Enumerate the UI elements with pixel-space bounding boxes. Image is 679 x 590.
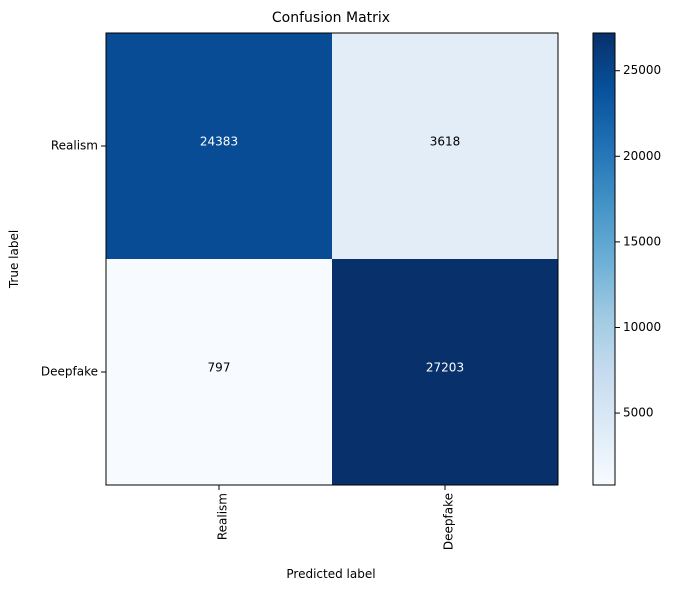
cell-value-2-2: 27203 (426, 361, 464, 375)
plot-frame (105, 32, 559, 486)
y-tick-label-2: Deepfake (41, 365, 98, 379)
x-tick-label-2: Deepfake (442, 493, 456, 550)
heatmap-cell-1-1 (106, 33, 332, 259)
colorbar-ticks: 5000 10000 15000 20000 25000 (615, 63, 661, 420)
colorbar-tick-label-5: 25000 (623, 63, 661, 77)
x-axis-label: Predicted label (286, 567, 375, 581)
colorbar-tick-label-2: 10000 (623, 320, 661, 334)
cell-value-1-1: 24383 (200, 135, 238, 149)
heatmap-cell-1-2 (332, 33, 558, 259)
chart-title: Confusion Matrix (272, 10, 390, 26)
colorbar-tick-label-1: 5000 (623, 406, 654, 420)
y-axis-label: True label (7, 230, 21, 289)
x-tick-label-1: Realism (216, 493, 230, 540)
heatmap-cell-2-2 (332, 259, 558, 485)
colorbar-tick-label-4: 20000 (623, 149, 661, 163)
x-axis-ticks: Realism Deepfake (216, 485, 456, 550)
cell-value-2-1: 797 (208, 361, 231, 375)
cell-value-1-2: 3618 (430, 135, 461, 149)
heatmap-cells (106, 33, 558, 485)
y-axis-ticks: Realism Deepfake (41, 139, 106, 379)
colorbar-frame (592, 32, 616, 486)
colorbar-tick-label-3: 15000 (623, 234, 661, 248)
y-tick-label-1: Realism (51, 139, 98, 153)
heatmap-cell-2-1 (106, 259, 332, 485)
heatmap-cell-labels: 24383 3618 797 27203 (200, 135, 464, 375)
colorbar (593, 33, 615, 485)
